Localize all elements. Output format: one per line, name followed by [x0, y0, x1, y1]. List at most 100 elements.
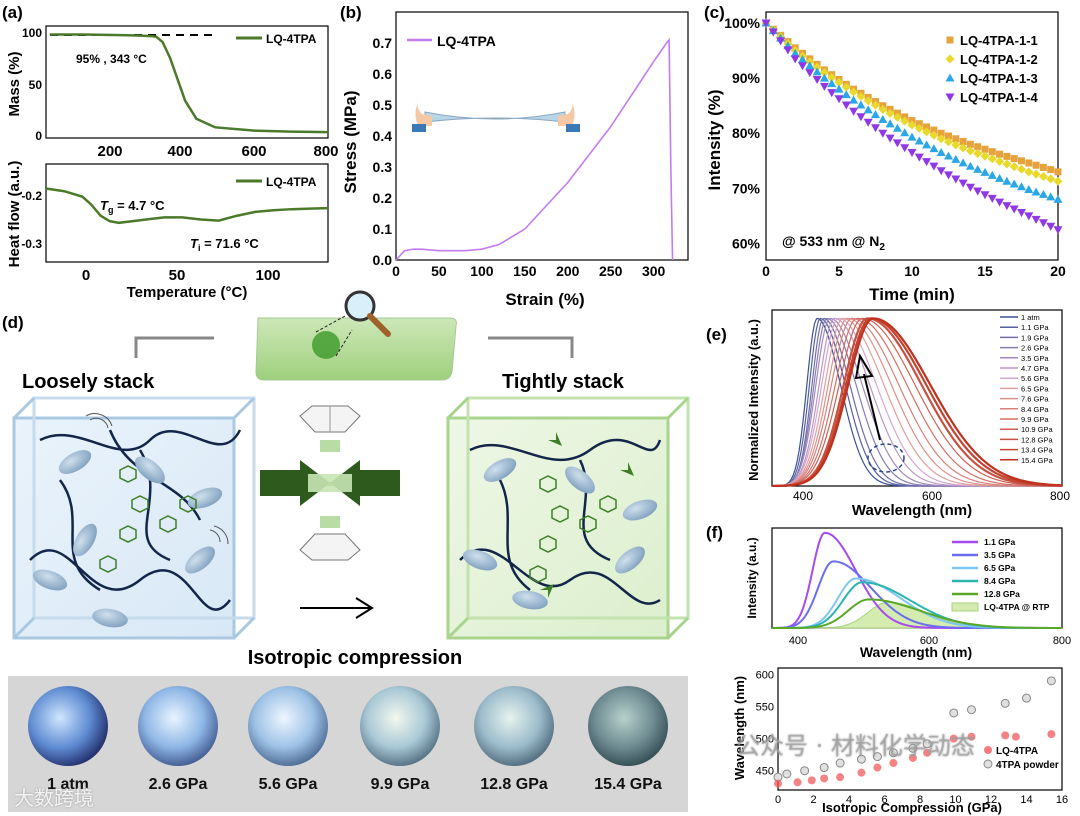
f-bottom-ytick: 550 — [756, 702, 774, 714]
c-point — [849, 107, 859, 116]
f-top-xtick: 400 — [789, 635, 807, 647]
e-spectra — [771, 317, 1063, 488]
f-bottom-point-lq — [1047, 730, 1056, 739]
c-point — [973, 164, 983, 173]
photo-12.8gpa — [474, 686, 554, 766]
c-point — [878, 105, 888, 115]
c-point — [1024, 184, 1034, 193]
b-xtick: 150 — [513, 263, 537, 279]
f-bottom-legend-marker — [983, 759, 993, 769]
e-ylabel: Normalized Intensity (a.u.) — [746, 319, 761, 481]
c-point — [834, 95, 844, 104]
f-bottom-xtick: 4 — [846, 794, 852, 806]
c-point — [798, 55, 807, 64]
e-spectrum-line — [771, 317, 1062, 487]
tga-xtick: 400 — [167, 143, 192, 160]
c-point — [987, 170, 997, 179]
f-bottom-xtick: 16 — [1056, 794, 1068, 806]
c-point — [827, 72, 837, 82]
e-legend-label: 6.5 GPa — [1021, 384, 1049, 393]
pl-intensity-chart: 1.1 GPa 3.5 GPa 6.5 GPa 8.4 GPa 12.8 GPa LQ-4… — [745, 527, 1071, 660]
dsc-ylabel: Heat flow (a.u.) — [6, 161, 23, 268]
loose-stack-label: Loosely stack — [22, 371, 155, 393]
c-point — [922, 140, 932, 149]
dsc-xtick: 50 — [169, 267, 186, 284]
c-point — [945, 132, 952, 140]
photo-label: 5.6 GPa — [258, 776, 318, 793]
c-point — [958, 143, 968, 153]
c-point — [1031, 169, 1041, 179]
e-legend-label: 1.9 GPa — [1021, 333, 1049, 342]
f-spectra — [771, 531, 1063, 629]
c-point — [827, 79, 837, 88]
schematic-d: Loosely stack Tightly stack — [12, 290, 690, 669]
c-point — [965, 161, 975, 170]
c-legend-label: LQ-4TPA-1-3 — [960, 71, 1038, 86]
b-ytick: 0.6 — [373, 66, 393, 82]
f-top-xtick: 800 — [1053, 635, 1071, 647]
photo-1atm — [28, 686, 108, 766]
c-point — [863, 96, 873, 106]
c-point — [1032, 161, 1040, 169]
e-spectrum-line — [771, 317, 1062, 487]
c-point — [878, 114, 888, 123]
f-bottom-point-powder — [800, 766, 810, 776]
c-point — [936, 148, 946, 157]
c-ytick: 90% — [732, 70, 761, 86]
c-point — [871, 110, 880, 119]
c-legend-label: LQ-4TPA-1-4 — [960, 90, 1039, 105]
c-frame — [765, 11, 1059, 261]
c-point — [923, 123, 931, 131]
e-spectrum-line — [771, 317, 1063, 487]
f-bottom-point-powder — [949, 708, 959, 718]
f-bottom-ticks: 0 2 4 6 8 10 12 14 16 450 500 550 600 — [756, 669, 1068, 806]
c-point — [995, 198, 1005, 207]
dsc-ytick: -0.3 — [21, 237, 42, 251]
c-point — [907, 120, 917, 130]
magnifier-icon — [344, 290, 376, 322]
f-legend-label: 1.1 GPa — [984, 537, 1015, 547]
f-bottom-xtick: 0 — [775, 794, 781, 806]
b-ytick: 0.2 — [373, 190, 393, 206]
c-point — [1031, 215, 1041, 224]
c-point — [966, 140, 974, 148]
c-point — [1038, 172, 1048, 182]
tga-ytick: 50 — [29, 78, 43, 92]
c-point — [783, 46, 793, 55]
c-point — [885, 108, 895, 118]
c-point — [959, 138, 967, 146]
e-spectrum-line — [771, 318, 1062, 487]
c-axis-ticks: 0 5 10 15 20 60% 70% 80% 90% 100% — [724, 15, 1066, 279]
c-point — [914, 153, 924, 162]
c-point — [981, 145, 989, 153]
b-xtick: 250 — [599, 263, 623, 279]
c-point — [885, 134, 895, 143]
c-point — [892, 123, 902, 132]
dsc-xtick: 0 — [82, 267, 90, 284]
f-bottom-ytick: 600 — [756, 669, 774, 681]
c-point — [805, 69, 815, 78]
c-point — [937, 129, 945, 137]
c-point — [974, 143, 982, 151]
f-bottom-point-lq — [857, 768, 866, 777]
f-bottom-point-lq — [889, 759, 898, 768]
c-point — [761, 19, 771, 28]
c-ytick: 80% — [732, 125, 761, 141]
e-spectrum-line — [771, 317, 1062, 487]
c-point — [790, 48, 800, 57]
tight-stack-box — [446, 396, 690, 640]
b-xtick: 50 — [431, 263, 447, 279]
tga-annotation: 95% , 343 °C — [76, 52, 147, 66]
dsc-xtick: 100 — [255, 267, 280, 284]
f-spectrum-line — [771, 598, 1063, 629]
tga-xtick: 600 — [241, 143, 266, 160]
c-point — [980, 167, 990, 176]
b-ylabel: Stress (MPa) — [341, 91, 360, 194]
c-point — [914, 136, 924, 145]
c-point — [1009, 162, 1019, 172]
c-point — [1009, 179, 1019, 188]
panel-label-a: (a) — [2, 3, 23, 22]
panel-label-d: (d) — [2, 313, 24, 332]
f-top-xlabel: Wavelength (nm) — [860, 644, 972, 660]
